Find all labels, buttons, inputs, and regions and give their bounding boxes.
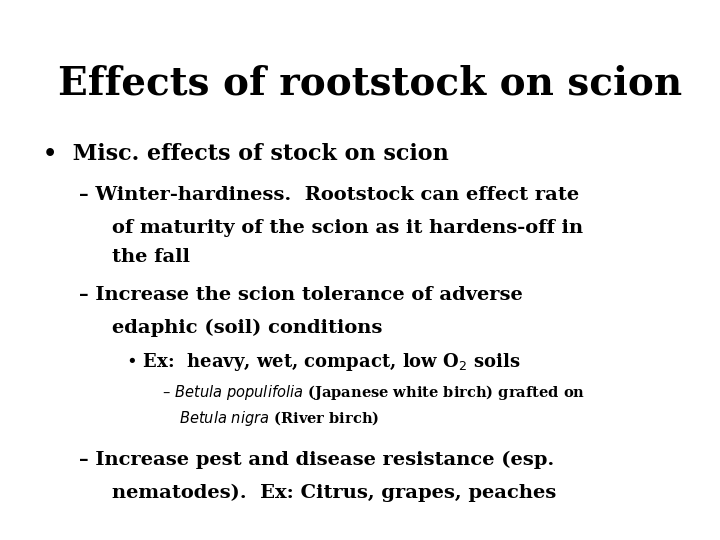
Text: of maturity of the scion as it hardens-off in: of maturity of the scion as it hardens-o… <box>112 219 582 237</box>
Text: – Increase pest and disease resistance (esp.: – Increase pest and disease resistance (… <box>79 451 554 469</box>
Text: – Winter-hardiness.  Rootstock can effect rate: – Winter-hardiness. Rootstock can effect… <box>79 186 580 204</box>
Text: Effects of rootstock on scion: Effects of rootstock on scion <box>58 65 682 103</box>
Text: nematodes).  Ex: Citrus, grapes, peaches: nematodes). Ex: Citrus, grapes, peaches <box>112 483 556 502</box>
Text: the fall: the fall <box>112 248 189 266</box>
Text: $\mathit{Betula\ nigra}$ (River birch): $\mathit{Betula\ nigra}$ (River birch) <box>179 409 379 428</box>
Text: edaphic (soil) conditions: edaphic (soil) conditions <box>112 319 382 337</box>
Text: – $\mathit{Betula\ populifolia}$ (Japanese white birch) grafted on: – $\mathit{Betula\ populifolia}$ (Japane… <box>162 383 585 402</box>
Text: •  Misc. effects of stock on scion: • Misc. effects of stock on scion <box>43 143 449 165</box>
Text: • Ex:  heavy, wet, compact, low O$_{2}$ soils: • Ex: heavy, wet, compact, low O$_{2}$ s… <box>126 351 521 373</box>
Text: – Increase the scion tolerance of adverse: – Increase the scion tolerance of advers… <box>79 286 523 304</box>
